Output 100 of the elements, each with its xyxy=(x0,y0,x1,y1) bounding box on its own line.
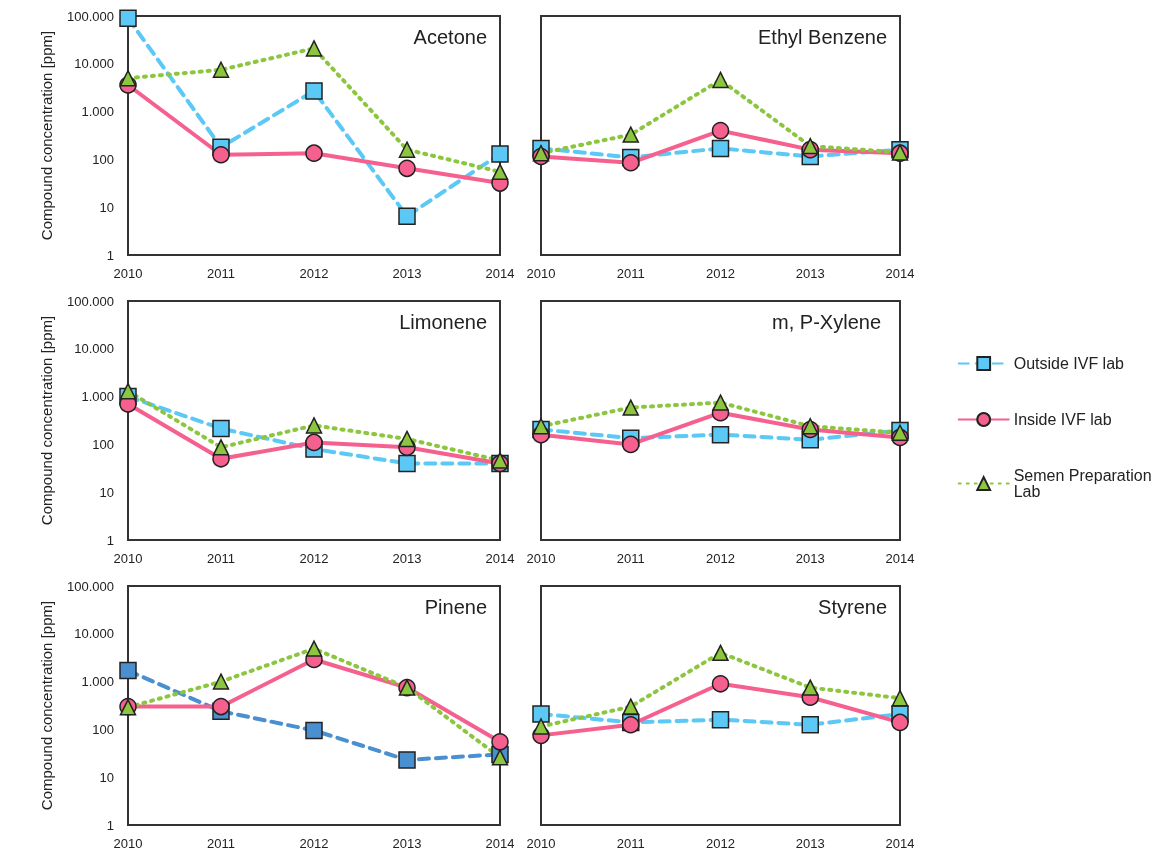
text: Limonene xyxy=(399,311,487,333)
point xyxy=(212,697,230,716)
y-tick-label: 1 xyxy=(106,817,114,833)
point xyxy=(305,721,323,740)
point xyxy=(891,713,909,732)
x-tick-label: 2014 xyxy=(485,551,515,566)
y-tick-label: 100.000 xyxy=(67,293,114,309)
point xyxy=(305,417,323,434)
x-tick-label: 2010 xyxy=(113,266,143,281)
y-tick-label: 10 xyxy=(99,199,114,215)
point xyxy=(119,9,137,27)
y-tick-label: 10.000 xyxy=(74,56,114,72)
point xyxy=(802,679,819,696)
point xyxy=(398,454,416,473)
point xyxy=(491,163,509,181)
point xyxy=(398,751,416,769)
point xyxy=(622,399,639,416)
x-tick-label: 2010 xyxy=(113,836,143,851)
point xyxy=(801,716,819,734)
x-tick-label: 2011 xyxy=(207,836,235,851)
y-axis-title: Compound concentration [ppm] xyxy=(38,30,55,241)
point xyxy=(491,452,509,469)
x-tick-label: 2013 xyxy=(392,266,422,281)
x-tick-label: 2012 xyxy=(299,266,329,281)
x-tick-label: 2013 xyxy=(392,836,422,851)
x-tick-label: 2014 xyxy=(485,836,515,851)
point xyxy=(212,673,230,690)
point xyxy=(622,154,640,172)
x-tick-label: 2010 xyxy=(526,836,556,851)
y-tick-label: 1.000 xyxy=(81,389,114,405)
x-tick-label: 2014 xyxy=(485,266,515,281)
y-tick-label: 10.000 xyxy=(74,626,114,642)
point xyxy=(491,749,509,766)
point xyxy=(711,121,730,140)
point xyxy=(532,718,550,735)
x-tick-label: 2012 xyxy=(299,551,329,566)
text: Ethyl Benzene xyxy=(758,26,888,48)
x-tick-label: 2012 xyxy=(706,551,735,566)
x-tick-label: 2010 xyxy=(526,266,556,281)
point xyxy=(212,439,230,456)
x-tick-label: 2012 xyxy=(706,266,735,281)
x-tick-label: 2011 xyxy=(616,551,645,566)
legend-label: Outside IVF lab xyxy=(1013,355,1125,372)
y-tick-label: 10 xyxy=(99,769,114,785)
point xyxy=(305,40,323,57)
point xyxy=(622,698,639,715)
point xyxy=(622,126,639,143)
point xyxy=(532,144,550,162)
y-tick-label: 10.000 xyxy=(74,341,114,357)
x-tick-label: 2011 xyxy=(616,836,645,851)
y-axis-title: Compound concentration [ppm] xyxy=(38,600,55,811)
point xyxy=(119,661,137,680)
y-tick-label: 100 xyxy=(92,721,114,737)
text: Pinene xyxy=(424,596,488,618)
point xyxy=(398,430,416,448)
point xyxy=(119,69,137,87)
y-tick-label: 1 xyxy=(106,247,114,263)
point xyxy=(622,435,640,454)
x-tick-label: 2014 xyxy=(885,551,915,566)
point xyxy=(711,710,730,729)
y-tick-label: 1.000 xyxy=(81,104,114,120)
legend-label: Semen Preparation Lab xyxy=(1013,467,1157,500)
x-tick-label: 2013 xyxy=(392,551,422,566)
point xyxy=(212,146,230,164)
point xyxy=(398,159,416,178)
y-tick-label: 1 xyxy=(106,532,114,548)
point xyxy=(711,675,730,693)
y-tick-label: 100.000 xyxy=(67,578,114,594)
y-tick-label: 1.000 xyxy=(81,674,114,690)
point xyxy=(305,433,323,452)
point xyxy=(305,144,323,162)
x-tick-label: 2010 xyxy=(526,551,556,566)
point xyxy=(532,705,550,723)
x-tick-label: 2010 xyxy=(113,551,143,566)
point xyxy=(305,82,323,100)
text: m, P-Xylene xyxy=(772,311,882,333)
x-tick-label: 2014 xyxy=(885,836,915,851)
point xyxy=(491,733,509,751)
x-tick-label: 2011 xyxy=(616,266,645,281)
text: Acetone xyxy=(413,26,487,48)
point xyxy=(212,419,230,438)
point xyxy=(712,394,729,411)
x-tick-label: 2013 xyxy=(795,551,825,566)
y-tick-label: 100 xyxy=(92,151,114,167)
x-tick-label: 2012 xyxy=(706,836,735,851)
x-tick-label: 2013 xyxy=(795,836,825,851)
legend-label: Inside IVF lab xyxy=(1013,411,1112,428)
y-tick-label: 100.000 xyxy=(67,8,114,24)
y-axis-title: Compound concentration [ppm] xyxy=(38,315,55,526)
y-tick-label: 100 xyxy=(92,436,114,452)
point xyxy=(532,417,550,435)
y-tick-label: 10 xyxy=(99,484,114,500)
x-tick-label: 2012 xyxy=(299,836,329,851)
x-tick-label: 2013 xyxy=(795,266,825,281)
point xyxy=(398,207,416,225)
point xyxy=(119,382,137,400)
point xyxy=(305,640,323,657)
point xyxy=(891,689,909,707)
point xyxy=(802,137,819,155)
x-tick-label: 2014 xyxy=(885,266,915,281)
